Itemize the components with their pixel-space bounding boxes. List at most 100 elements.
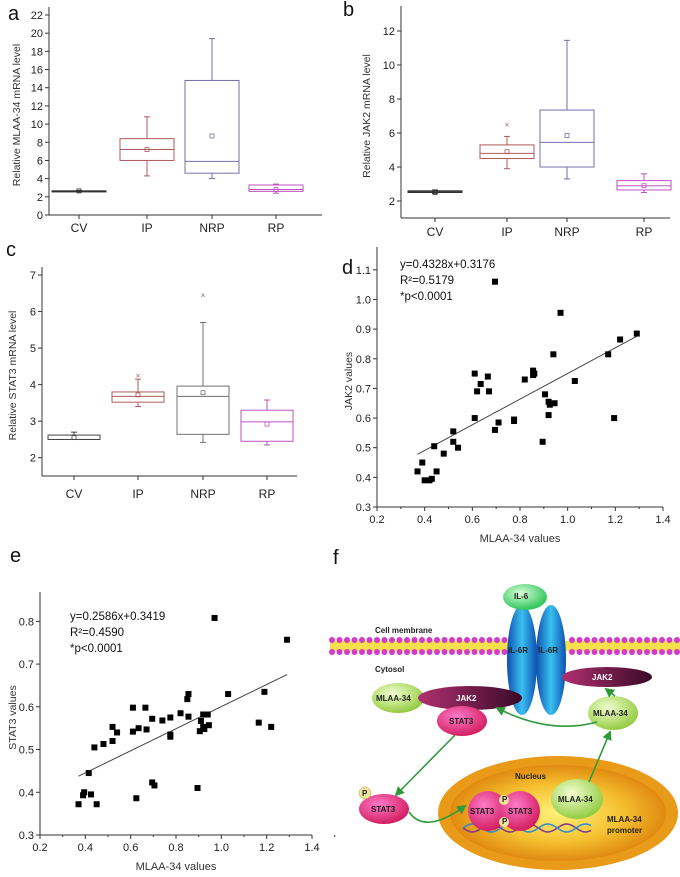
y-tick-label: 0 — [37, 210, 43, 222]
mean-marker — [564, 133, 570, 138]
data-point — [261, 688, 268, 695]
data-point — [542, 391, 549, 398]
pathway-diagram: Cell membrane Cytosol Nucleus IL-6R IL-6… — [329, 584, 680, 870]
data-point — [611, 415, 618, 422]
lipid-head — [651, 649, 658, 655]
data-point — [149, 715, 156, 722]
outlier-marker: × — [136, 372, 141, 381]
lipid-head — [434, 637, 440, 643]
data-point — [85, 770, 92, 777]
data-point — [100, 740, 107, 747]
y-tick-label: 0.4 — [19, 787, 34, 799]
lipid-head — [479, 637, 485, 643]
lipid-head — [584, 637, 590, 643]
arrow-stat3-to-nucleus — [408, 804, 467, 823]
data-point — [428, 475, 435, 482]
x-tick-label: 0.4 — [417, 514, 432, 526]
lipid-head — [411, 649, 418, 655]
data-point — [539, 438, 546, 445]
x-tick-label: 1.2 — [608, 514, 623, 526]
data-point — [159, 717, 166, 724]
x-tick-label: 1.2 — [259, 842, 274, 854]
category-label: CV — [427, 225, 444, 239]
y-tick-label: 2 — [30, 453, 36, 465]
y-tick-label: 8 — [389, 94, 395, 106]
lipid-head — [486, 637, 493, 643]
lipid-head — [614, 649, 620, 655]
y-tick-label: 22 — [31, 10, 43, 22]
lipid-head — [344, 637, 350, 643]
category-label: NRP — [554, 225, 579, 239]
data-point — [495, 419, 502, 426]
lipid-head — [351, 637, 358, 643]
mean-marker — [273, 187, 279, 192]
il6r-label-2: IL-6R — [538, 646, 558, 655]
y-tick-label: 0.3 — [19, 830, 34, 842]
phosphate-dimer-2 — [499, 817, 509, 827]
mlaa34-left-label: MLAA-34 — [376, 694, 411, 703]
data-point — [194, 785, 201, 791]
y-axis-label: JAK2 values — [343, 352, 355, 410]
category-label: NRP — [190, 487, 215, 501]
nucleus-label: Nucleus — [515, 772, 547, 781]
outlier-marker: × — [505, 121, 510, 130]
lipid-head — [396, 649, 403, 655]
mean-marker — [264, 421, 270, 427]
y-tick-label: 0.5 — [356, 443, 371, 455]
category-label: RP — [259, 487, 276, 501]
data-point — [617, 336, 624, 343]
lipid-head — [486, 649, 493, 655]
lipid-head — [621, 637, 628, 643]
lipid-head — [441, 637, 448, 643]
stat3-cytosol — [437, 706, 487, 736]
data-point — [167, 733, 174, 740]
data-point — [477, 380, 484, 387]
jak2-right — [562, 667, 652, 687]
phosphate-dimer-1-label: P — [502, 795, 508, 804]
annotation: y=0.2586x+0.3419 — [70, 611, 165, 623]
annotation: *p<0.0001 — [70, 643, 123, 655]
mean-marker — [504, 149, 510, 155]
stat3-phosphorylated — [359, 794, 409, 824]
mean-marker — [200, 390, 206, 396]
data-point — [531, 370, 538, 377]
lipid-head — [666, 649, 673, 655]
x-tick-label: 0.4 — [78, 842, 93, 854]
data-point — [545, 412, 552, 419]
y-tick-label: 4 — [37, 174, 43, 186]
data-point — [91, 744, 98, 751]
il6r-label-1: IL-6R — [508, 646, 528, 655]
lipid-head — [426, 649, 433, 655]
panel-label-c: c — [6, 239, 16, 261]
category-label: IP — [501, 225, 512, 239]
lipid-head — [651, 637, 658, 643]
y-tick-label: 2 — [389, 196, 395, 208]
data-point — [474, 388, 481, 395]
lipid-head — [576, 637, 583, 643]
category-label: CV — [66, 487, 83, 501]
lipid-head — [599, 649, 605, 655]
regression-line — [78, 674, 288, 777]
mean-marker — [209, 133, 215, 139]
cell-membrane-label: Cell membrane — [375, 626, 433, 635]
annotation: R²=0.4590 — [70, 627, 124, 639]
lipid-head — [411, 637, 418, 643]
data-point — [200, 711, 207, 718]
data-point — [185, 691, 192, 697]
panel-label-f: f — [333, 547, 339, 569]
panel-label-b: b — [343, 0, 354, 21]
data-point — [491, 278, 498, 285]
box — [248, 184, 304, 192]
data-point — [471, 370, 478, 377]
lipid-head — [659, 649, 665, 655]
lipid-head — [374, 637, 380, 643]
y-tick-label: 0.7 — [356, 383, 371, 395]
x-tick-label: 0.2 — [369, 514, 384, 526]
y-tick-label: 0.8 — [19, 616, 34, 628]
x-tick-label: 1.4 — [655, 514, 670, 526]
lipid-head — [644, 637, 650, 643]
lipid-tails — [330, 641, 680, 651]
y-tick-label: 10 — [31, 119, 43, 131]
y-tick-label: 0.7 — [19, 659, 34, 671]
lipid-head — [674, 649, 680, 655]
